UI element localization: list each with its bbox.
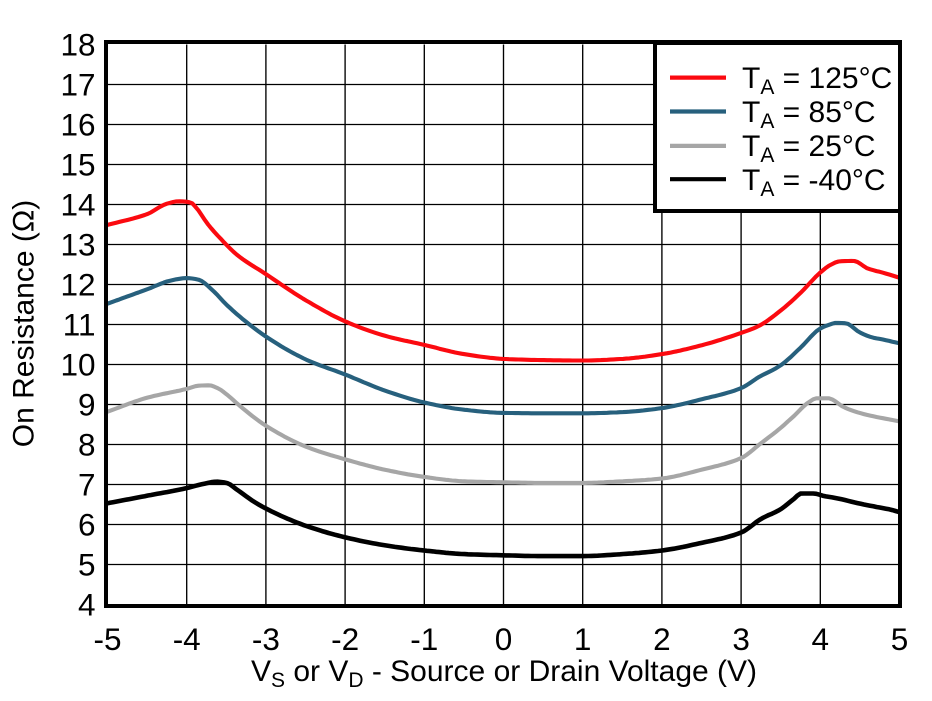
svg-text:10: 10 xyxy=(60,346,95,382)
svg-text:TA = 25°C: TA = 25°C xyxy=(742,130,876,167)
svg-text:6: 6 xyxy=(78,506,96,542)
svg-text:4: 4 xyxy=(812,621,830,657)
svg-text:7: 7 xyxy=(78,466,96,502)
svg-text:0: 0 xyxy=(495,621,513,657)
svg-text:TA = -40°C: TA = -40°C xyxy=(742,164,886,201)
svg-text:18: 18 xyxy=(60,26,95,62)
svg-text:4: 4 xyxy=(78,586,96,622)
svg-text:11: 11 xyxy=(63,306,96,342)
svg-text:14: 14 xyxy=(60,186,95,222)
svg-text:-5: -5 xyxy=(93,621,121,657)
svg-text:-1: -1 xyxy=(410,621,438,657)
svg-text:2: 2 xyxy=(653,621,671,657)
svg-text:5: 5 xyxy=(78,546,96,582)
svg-text:TA = 85°C: TA = 85°C xyxy=(742,96,876,133)
svg-text:-4: -4 xyxy=(173,621,201,657)
svg-text:-2: -2 xyxy=(331,621,359,657)
svg-text:9: 9 xyxy=(78,386,96,422)
svg-text:VS or VD - Source or Drain Vol: VS or VD - Source or Drain Voltage (V) xyxy=(251,655,757,692)
svg-text:-3: -3 xyxy=(252,621,280,657)
svg-text:15: 15 xyxy=(60,146,95,182)
svg-text:12: 12 xyxy=(60,266,95,302)
svg-text:3: 3 xyxy=(732,621,750,657)
svg-text:13: 13 xyxy=(60,226,95,262)
svg-text:8: 8 xyxy=(78,426,96,462)
svg-text:16: 16 xyxy=(60,106,95,142)
svg-text:5: 5 xyxy=(891,621,909,657)
svg-text:17: 17 xyxy=(60,66,95,102)
svg-text:1: 1 xyxy=(574,621,592,657)
svg-text:On Resistance (Ω): On Resistance (Ω) xyxy=(8,200,41,448)
